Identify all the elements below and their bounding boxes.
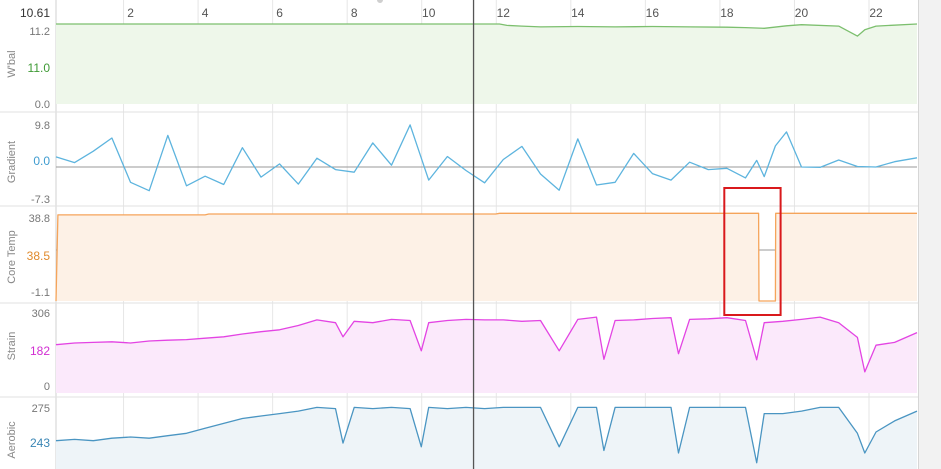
gradient-series-line[interactable] [55, 124, 918, 192]
strain-area [56, 317, 917, 393]
y-tick-label: 38.5 [27, 249, 51, 263]
right-edge-strip [918, 0, 941, 469]
x-tick-label: 2 [127, 6, 134, 20]
y-tick-label: 11.0 [28, 61, 51, 75]
panel-axis-title: Gradient [6, 141, 18, 183]
x-tick-label: 8 [351, 6, 358, 20]
x-tick-label: 22 [869, 6, 883, 20]
panel-aerobic[interactable] [55, 406, 918, 469]
aerobic-area [56, 407, 917, 469]
x-tick-label: 18 [720, 6, 734, 20]
panel-axis-title: Strain [6, 332, 18, 361]
cursor-value: 10.61 [20, 6, 50, 20]
y-tick-label: 0.0 [35, 99, 50, 111]
scroll-handle[interactable] [377, 0, 383, 3]
wbal-area [56, 24, 917, 104]
x-tick-label: 20 [795, 6, 809, 20]
core-temp-area [56, 213, 917, 301]
x-tick-label: 14 [571, 6, 585, 20]
y-tick-label: 0.0 [33, 154, 50, 168]
x-tick-label: 16 [646, 6, 660, 20]
y-tick-label: 182 [30, 344, 50, 358]
panel-axis-title: Aerobic [6, 421, 18, 459]
highlight-box [723, 187, 782, 316]
x-tick-label: 12 [497, 6, 511, 20]
y-tick-label: 38.8 [29, 213, 50, 225]
panel-wbal[interactable] [56, 23, 918, 104]
y-tick-label: 275 [32, 403, 50, 415]
y-tick-label: -7.3 [31, 194, 50, 206]
x-tick-label: 4 [202, 6, 209, 20]
wbal-series-line[interactable] [56, 23, 918, 37]
panel-strain[interactable] [55, 316, 918, 393]
x-tick-label: 10 [422, 6, 436, 20]
panel-core-temp[interactable] [55, 212, 917, 302]
core-temp-series-line[interactable] [55, 212, 917, 302]
y-tick-label: 306 [32, 308, 50, 320]
x-tick-label: 6 [276, 6, 283, 20]
y-tick-label: -1.1 [31, 287, 50, 299]
y-tick-label: 9.8 [35, 120, 50, 132]
x-axis-bar [0, 0, 941, 22]
strain-series-line[interactable] [55, 316, 918, 373]
aerobic-series-line[interactable] [55, 406, 918, 464]
y-tick-label: 0 [44, 381, 50, 393]
y-tick-label: 243 [30, 436, 50, 450]
panel-axis-title: Core Temp [6, 230, 18, 284]
panel-axis-title: W'bal [6, 50, 18, 77]
y-tick-label: 11.2 [29, 26, 50, 38]
panel-gradient[interactable] [55, 124, 918, 192]
